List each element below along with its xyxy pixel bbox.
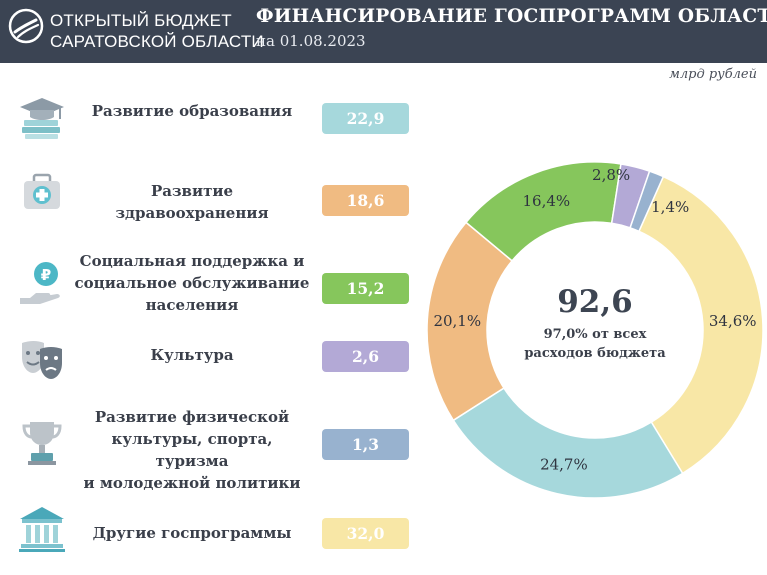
program-label-sport: Развитие физической культуры, спорта, ту… [74, 406, 310, 494]
org-name: ОТКРЫТЫЙ БЮДЖЕТ САРАТОВСКОЙ ОБЛАСТИ [50, 10, 264, 52]
donut-chart: 34,6% 24,7% 20,1% 16,4% 2,8% 1,4% 92,6 97,0% … [426, 161, 764, 499]
program-label-line: Культура [150, 346, 234, 364]
program-label-social: Социальная поддержка и социальное обслуж… [74, 250, 310, 316]
page-date: на 01.08.2023 [256, 32, 366, 50]
svg-text:₽: ₽ [41, 266, 51, 284]
program-label-line: Развитие образования [91, 102, 293, 120]
total-note-line1: 97,0% от всех [544, 327, 647, 342]
ruble-hand-icon: ₽ [20, 262, 60, 304]
program-value-education: 22,9 [322, 103, 409, 134]
donut-slice [637, 175, 764, 475]
donut-slices [426, 161, 764, 499]
budget-logo-icon [8, 8, 44, 44]
program-label-education: Развитие образования [74, 100, 310, 122]
units-label: млрд рублей [669, 67, 757, 82]
program-row-sport: Развитие физической культуры, спорта, ту… [0, 406, 420, 492]
program-label-line: населения [145, 296, 239, 314]
program-label-line: Социальная поддержка и [79, 252, 305, 270]
slice-percent-label: 20,1% [433, 312, 481, 330]
program-label-line: Развитие физической [94, 408, 290, 426]
slice-percent-label: 16,4% [523, 192, 571, 210]
program-label-line: культуры, спорта, туризма [111, 430, 273, 470]
org-name-line1: ОТКРЫТЫЙ БЮДЖЕТ [50, 11, 232, 30]
program-value-sport: 1,3 [322, 429, 409, 460]
program-row-culture: Культура 2,6 [0, 333, 420, 383]
program-value-health: 18,6 [322, 185, 409, 216]
donut-slice [629, 170, 665, 233]
slice-percent-label: 1,4% [651, 198, 689, 216]
program-row-social: ₽ Социальная поддержка и социальное обсл… [0, 248, 420, 320]
slice-percent-label: 34,6% [709, 312, 757, 330]
total-value: 92,6 [557, 284, 633, 320]
program-value-other: 32,0 [322, 518, 409, 549]
org-name-line2: САРАТОВСКОЙ ОБЛАСТИ [50, 32, 264, 51]
program-row-health: Развитие здравоохранения 18,6 [0, 163, 420, 223]
program-row-education: Развитие образования 22,9 [0, 88, 420, 148]
total-note-line2: расходов бюджета [524, 346, 666, 361]
program-label-line: Другие госпрограммы [92, 524, 292, 542]
program-label-other: Другие госпрограммы [74, 522, 310, 544]
page-title: ФИНАНСИРОВАНИЕ ГОСПРОГРАММ ОБЛАСТИ [256, 6, 767, 27]
program-row-other: Другие госпрограммы 32,0 [0, 500, 420, 560]
program-label-health: Развитие здравоохранения [74, 180, 310, 224]
program-label-culture: Культура [74, 344, 310, 366]
government-building-icon [19, 507, 65, 552]
medical-kit-icon [24, 173, 60, 209]
program-label-line: и молодежной политики [83, 474, 301, 492]
donut-labels: 34,6% 24,7% 20,1% 16,4% 2,8% 1,4% [433, 166, 756, 474]
header-bar: ОТКРЫТЫЙ БЮДЖЕТ САРАТОВСКОЙ ОБЛАСТИ ФИНА… [0, 0, 767, 63]
slice-percent-label: 24,7% [540, 455, 588, 473]
slice-percent-label: 2,8% [592, 166, 630, 184]
trophy-cup-icon [22, 422, 62, 465]
program-label-line: Развитие здравоохранения [115, 182, 269, 222]
program-label-line: социальное обслуживание [74, 274, 310, 292]
donut-slice [452, 387, 684, 499]
program-value-social: 15,2 [322, 273, 409, 304]
theater-masks-icon [22, 341, 62, 379]
graduation-cap-books-icon [20, 98, 64, 139]
program-value-culture: 2,6 [322, 341, 409, 372]
